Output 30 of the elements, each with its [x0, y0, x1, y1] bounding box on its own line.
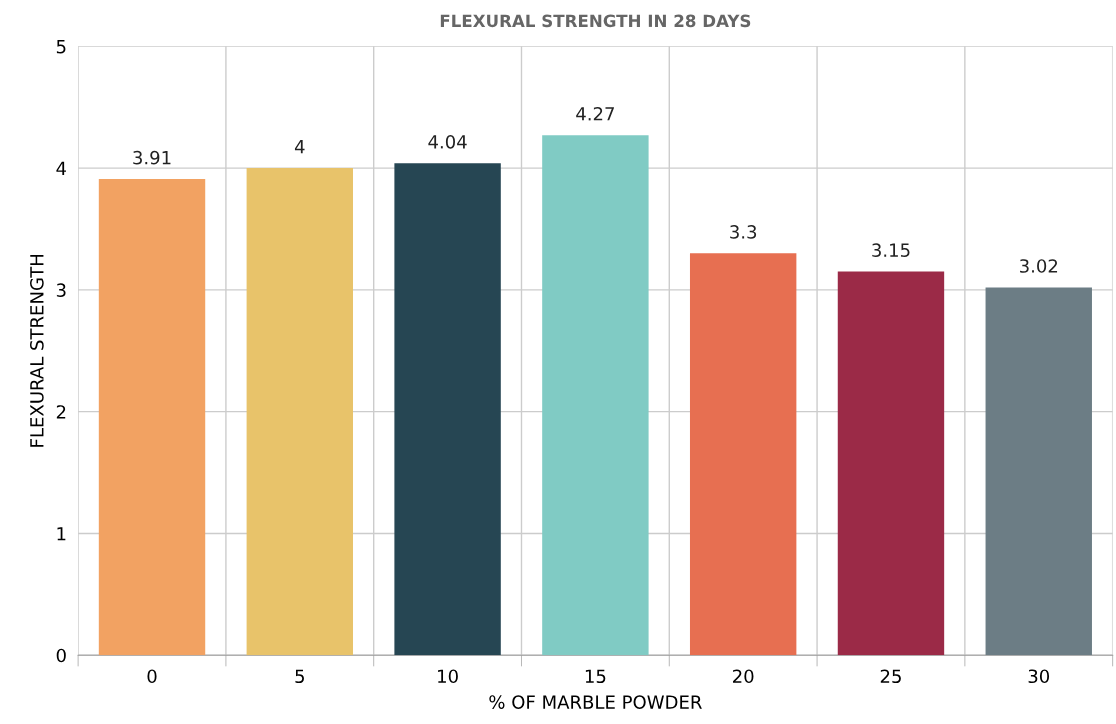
x-tick-label: 30: [1028, 669, 1050, 684]
y-tick-label: 5: [56, 40, 66, 54]
x-axis-title: % OF MARBLE POWDER: [489, 695, 702, 709]
x-tick-label: 5: [295, 669, 304, 684]
x-tick-label: 10: [438, 669, 458, 684]
y-tick-label: 0: [56, 648, 66, 663]
x-tick-label: 0: [147, 669, 157, 684]
y-tick-label: 1: [57, 527, 66, 541]
x-tick-label: 20: [733, 669, 754, 684]
data-label: 4: [294, 140, 305, 154]
data-label: 3.15: [872, 243, 910, 258]
bar: [394, 163, 501, 656]
data-label: 3.02: [1020, 259, 1058, 273]
bar: [689, 253, 797, 656]
bar: [837, 271, 945, 656]
chart-title: FLEXURAL STRENGTH IN 28 DAYS: [440, 14, 751, 28]
bar: [98, 179, 206, 656]
y-tick-label: 4: [56, 161, 66, 175]
y-axis-title: FLEXURAL STRENGTH: [30, 254, 44, 447]
bar: [246, 168, 354, 656]
data-label: 3.91: [133, 150, 171, 165]
x-tick-label: 15: [585, 669, 606, 684]
y-tick-label: 3: [56, 283, 66, 298]
x-tick-label: 25: [880, 669, 901, 684]
bar: [542, 135, 649, 656]
data-label: 4.27: [576, 106, 614, 121]
data-label: 4.04: [428, 134, 467, 149]
bar: [985, 287, 1092, 656]
y-tick-label: 2: [56, 405, 66, 419]
data-label: 3.3: [730, 225, 757, 239]
